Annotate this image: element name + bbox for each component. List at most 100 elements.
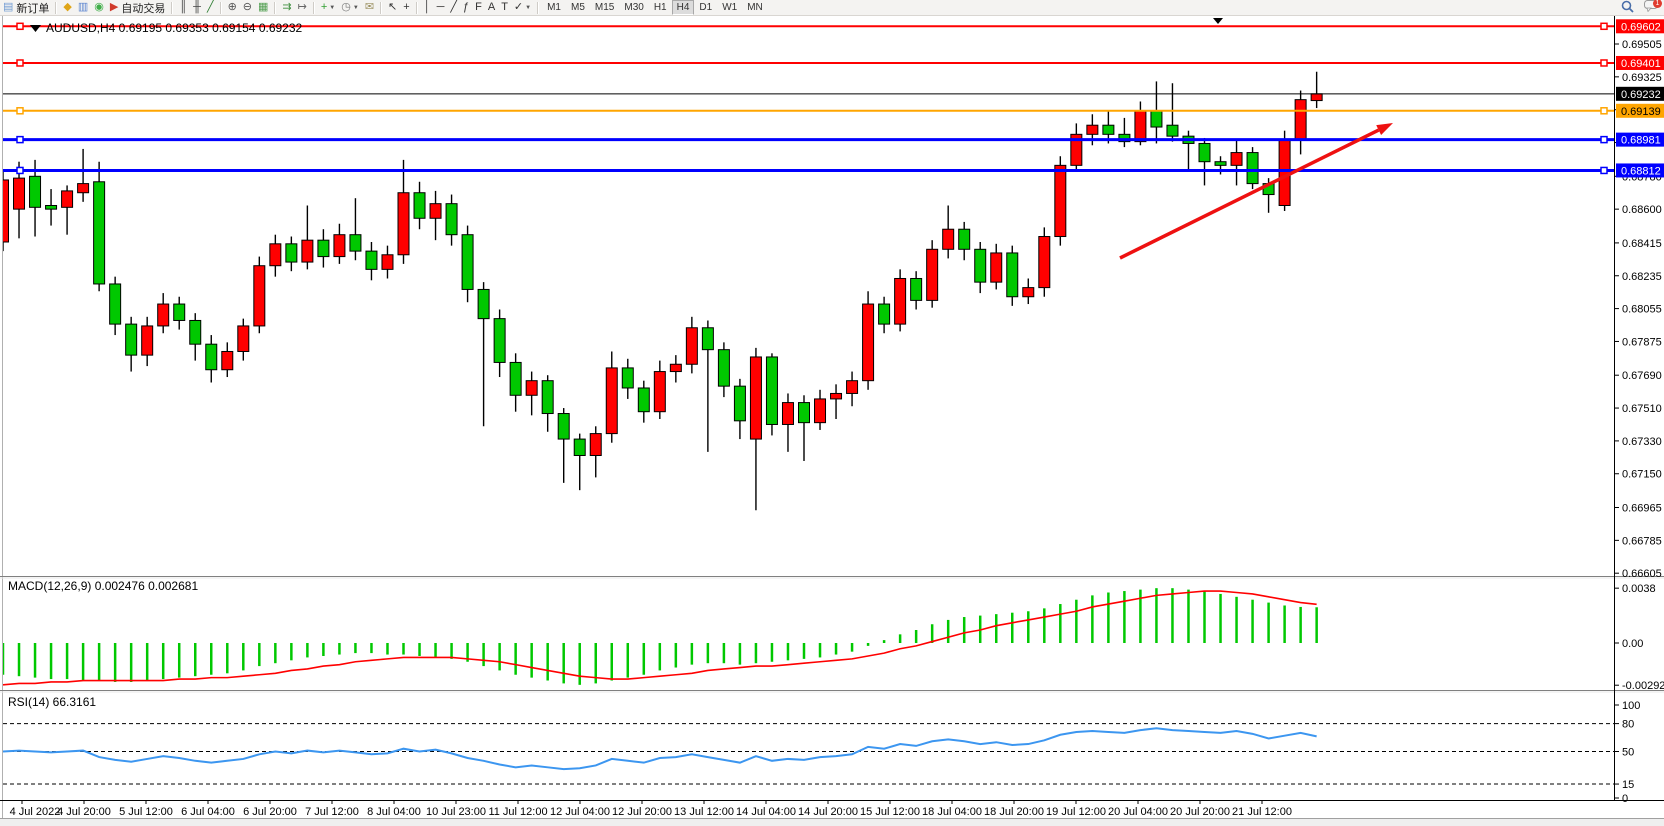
candle-body xyxy=(45,204,58,210)
line-handle[interactable] xyxy=(16,135,24,144)
candle-body xyxy=(1118,133,1131,143)
candle-body xyxy=(781,402,794,425)
timeframe-h1-button[interactable]: H1 xyxy=(653,2,667,13)
arrows-dropdown-icon[interactable]: ▼ xyxy=(525,4,532,11)
chat-button[interactable]: 1 xyxy=(1644,0,1662,15)
candle-body xyxy=(93,181,106,285)
window-bottom-edge xyxy=(0,818,1664,826)
candle-body xyxy=(798,402,810,424)
chart-shift-button[interactable]: ↦ xyxy=(295,0,310,15)
timeframe-h4-button[interactable]: H4 xyxy=(671,0,695,15)
time-axis-label: 14 Jul 04:00 xyxy=(736,806,796,818)
candle-body xyxy=(253,265,266,327)
timeframe-m15-button[interactable]: M15 xyxy=(594,2,615,13)
timeframe-m1-button[interactable]: M1 xyxy=(547,2,561,13)
time-axis-label: 11 Jul 12:00 xyxy=(488,806,547,818)
line-handle[interactable] xyxy=(1600,107,1608,115)
indicators-icon: + xyxy=(320,1,328,13)
candlestick-chart-button[interactable]: ╫ xyxy=(190,0,204,15)
time-axis-label: 20 Jul 20:00 xyxy=(1170,806,1230,818)
candle-body xyxy=(13,177,26,210)
rsi-panel xyxy=(3,723,1614,785)
candle-body xyxy=(1166,124,1179,137)
fibonacci-button[interactable]: ƒ xyxy=(460,0,472,15)
candle-body xyxy=(1278,139,1291,206)
timeframe-m30-button[interactable]: M30 xyxy=(624,2,644,13)
zoom-in-button[interactable]: ⊕ xyxy=(225,0,240,15)
new-order-button[interactable]: ▤ 新订单 xyxy=(0,0,52,15)
line-handle[interactable] xyxy=(1600,135,1608,144)
autotrading-label: 自动交易 xyxy=(121,2,166,15)
autotrading-button[interactable]: ▶ 自动交易 xyxy=(107,0,168,15)
text-icon: A xyxy=(487,1,496,13)
candle-body xyxy=(701,327,714,351)
candle-body xyxy=(1102,124,1115,135)
price-axis-tick-label: 0.67510 xyxy=(1622,403,1662,415)
templates-button[interactable]: ✉ xyxy=(362,0,377,15)
time-axis-label: 13 Jul 12:00 xyxy=(674,806,734,818)
fibonacci-icon: ƒ xyxy=(462,1,470,13)
text-label-button[interactable]: T xyxy=(498,0,511,15)
timeframe-mn-button[interactable]: MN xyxy=(747,2,763,13)
candle-body xyxy=(1070,133,1083,166)
indicators-dropdown-icon[interactable]: ▼ xyxy=(329,4,336,11)
line-handle[interactable] xyxy=(1600,59,1608,67)
periods-button[interactable]: ◷ ▼ xyxy=(338,0,362,15)
chart-shift-marker[interactable] xyxy=(1213,18,1223,24)
bar-chart-button[interactable]: ║ xyxy=(176,0,190,15)
trendline-button[interactable]: ╱ xyxy=(447,0,460,15)
candlestick-series xyxy=(3,71,1323,511)
price-axis-tick-label: 0.67150 xyxy=(1622,469,1662,481)
trend-arrow-shaft[interactable] xyxy=(1119,128,1380,260)
macd-panel xyxy=(3,588,1318,686)
line-handle[interactable] xyxy=(16,107,24,115)
crosshair-icon: + xyxy=(403,1,410,13)
time-axis-label: 19 Jul 12:00 xyxy=(1046,806,1106,818)
bid-price-label xyxy=(1616,86,1664,101)
cursor-button[interactable]: ↖ xyxy=(385,0,400,15)
candle-body xyxy=(349,234,362,252)
trend-arrow-head[interactable] xyxy=(1376,123,1393,136)
market-watch-icon: ◆ xyxy=(63,1,72,13)
market-watch-button[interactable]: ◆ xyxy=(60,0,74,15)
candle-body xyxy=(1214,161,1227,166)
horizontal-line-button[interactable]: ─ xyxy=(434,0,448,15)
new-order-icon: ▤ xyxy=(3,1,14,13)
line-handle[interactable] xyxy=(1600,166,1608,175)
auto-scroll-button[interactable]: ⇉ xyxy=(279,0,294,15)
arrows-button[interactable]: ✓ ▼ xyxy=(511,0,534,15)
text-button[interactable]: A xyxy=(485,0,498,15)
crosshair-button[interactable]: + xyxy=(400,0,412,15)
timeframe-m5-button[interactable]: M5 xyxy=(571,2,585,13)
price-axis-tick-label: 0.66965 xyxy=(1622,503,1662,515)
candle-body xyxy=(942,228,955,250)
line-handle[interactable] xyxy=(16,166,24,175)
candle-body xyxy=(926,248,939,301)
line-price-label xyxy=(1616,19,1664,34)
indicators-button[interactable]: + ▼ xyxy=(318,0,338,15)
time-axis-label: 4 Jul 20:00 xyxy=(57,806,111,818)
line-chart-button[interactable]: ╱ xyxy=(204,0,217,15)
navigator-icon: ◉ xyxy=(94,1,104,13)
candle-body xyxy=(189,319,202,345)
candle-body xyxy=(749,356,762,440)
trend-arrow-object[interactable] xyxy=(1119,123,1393,260)
timeframe-w1-button[interactable]: W1 xyxy=(722,2,738,13)
line-handle[interactable] xyxy=(16,59,24,67)
tile-windows-button[interactable]: ▦ xyxy=(255,0,271,15)
vertical-line-button[interactable]: │ xyxy=(421,0,434,15)
one-click-trading-arrow-icon[interactable] xyxy=(30,25,41,32)
candle-body xyxy=(125,323,138,356)
navigator-button[interactable]: ◉ xyxy=(91,0,107,15)
line-handle[interactable] xyxy=(16,22,24,31)
data-window-icon: ▥ xyxy=(77,1,89,13)
zoom-out-button[interactable]: ⊖ xyxy=(240,0,255,15)
fibo-lines-button[interactable]: F xyxy=(472,0,485,15)
search-button[interactable] xyxy=(1621,0,1634,15)
line-handle[interactable] xyxy=(1600,22,1608,31)
candle-body xyxy=(205,343,218,371)
templates-icon: ✉ xyxy=(364,1,375,13)
timeframe-d1-button[interactable]: D1 xyxy=(699,2,713,13)
data-window-button[interactable]: ▥ xyxy=(75,0,91,15)
periods-dropdown-icon[interactable]: ▼ xyxy=(352,4,359,11)
